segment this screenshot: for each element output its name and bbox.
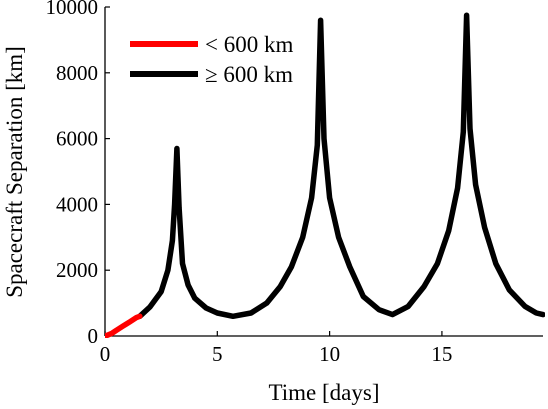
x-tick-label: 10 [319,342,340,366]
x-tick-group: 0 5 10 15 [100,331,452,366]
x-tick-label: 15 [431,342,452,366]
plot-area: 0 5 10 15 0 2000 4000 6000 8000 10000 [46,0,545,366]
x-axis-title: Time [days] [269,380,380,405]
y-tick-label: 6000 [56,127,98,151]
y-tick-label: 4000 [56,192,98,216]
series-layer [105,12,545,338]
y-tick-label: 0 [88,324,99,348]
y-axis-title: Spacecraft Separation [km] [2,46,27,298]
y-tick-label: 2000 [56,258,98,282]
y-tick-label: 8000 [56,61,98,85]
series-line-above-600km [137,12,545,320]
y-tick-group: 0 2000 4000 6000 8000 10000 [46,0,110,348]
y-tick-label: 10000 [46,0,99,19]
legend-label-below-600: < 600 km [205,32,293,57]
legend: < 600 km ≥ 600 km [130,32,293,87]
legend-label-above-600: ≥ 600 km [205,62,293,87]
x-tick-label: 5 [212,342,223,366]
series-line-below-600km [105,313,143,338]
x-tick-label: 0 [100,342,111,366]
